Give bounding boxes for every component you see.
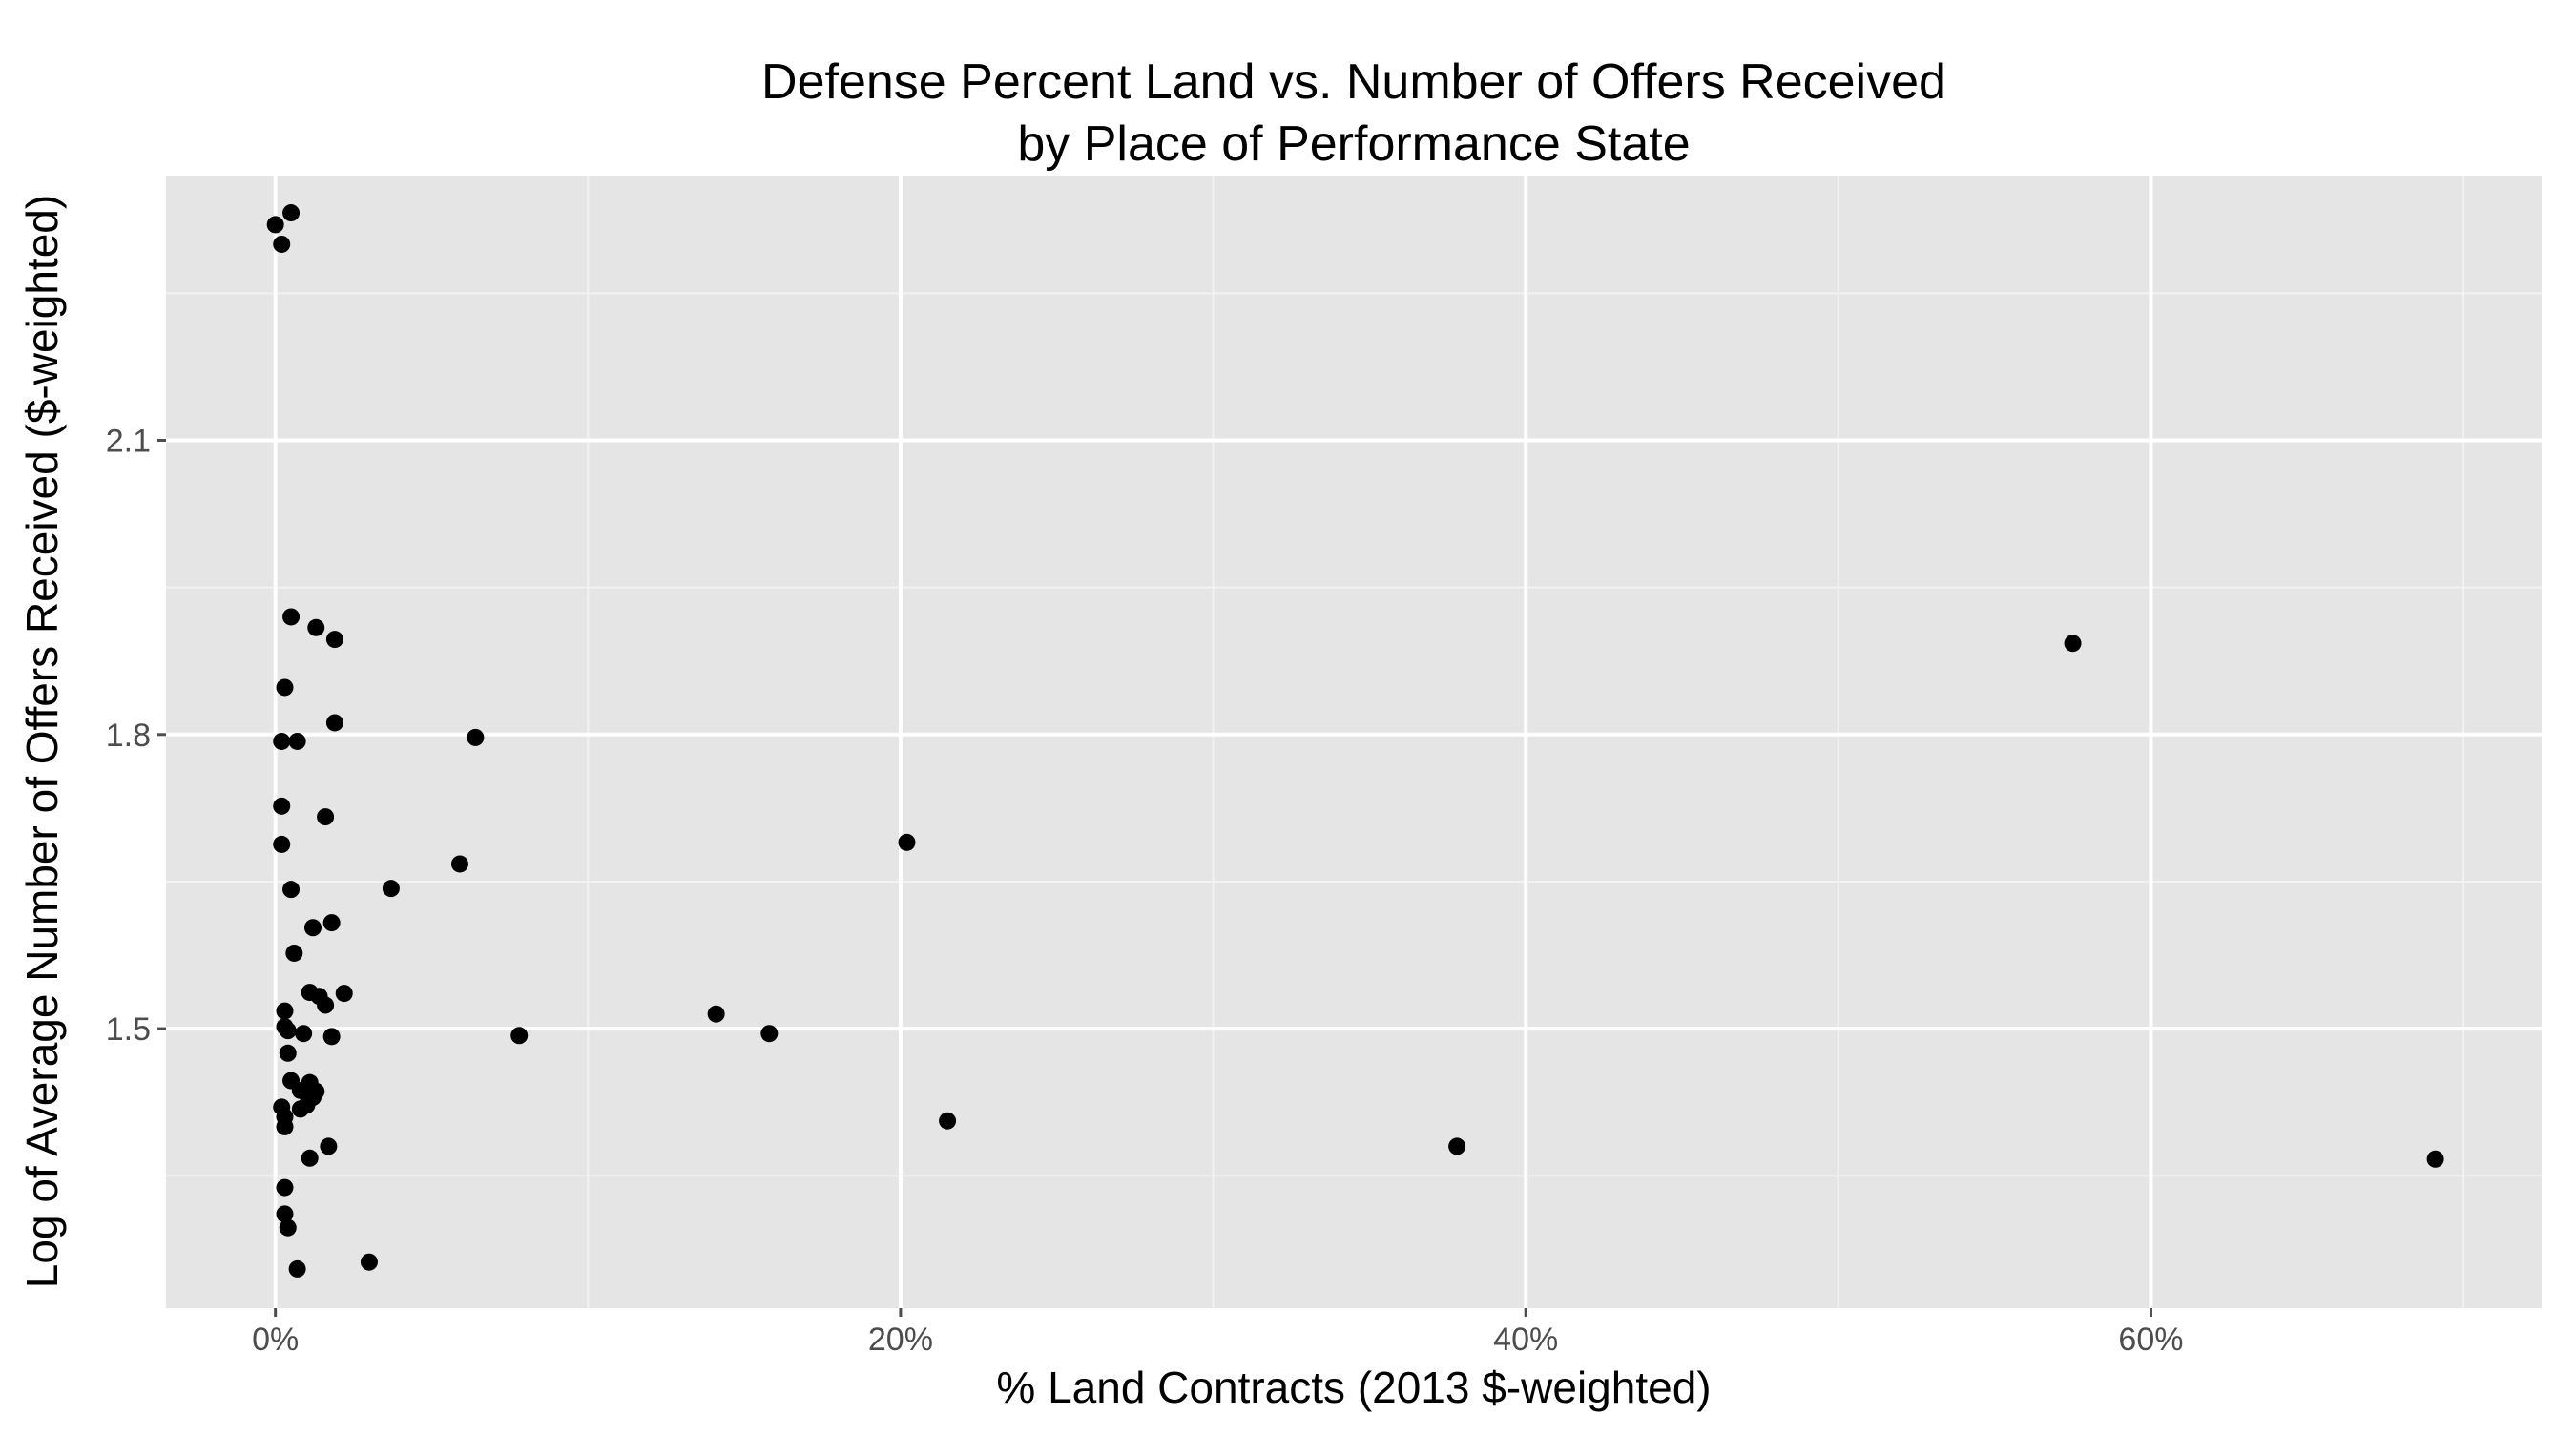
data-point [276, 1002, 294, 1020]
data-point [760, 1025, 779, 1043]
data-point [317, 808, 335, 826]
data-point [279, 1044, 297, 1062]
data-point [282, 608, 301, 626]
plot-panel [166, 176, 2542, 1308]
data-point [2426, 1150, 2444, 1168]
data-point [273, 732, 291, 750]
data-points [266, 204, 2444, 1278]
data-point [279, 1218, 297, 1237]
y-tick-label: 2.1 [106, 423, 151, 459]
data-point [317, 996, 335, 1014]
data-point [382, 880, 400, 898]
x-tick-label: 0% [252, 1322, 299, 1358]
data-point [285, 944, 303, 962]
data-point [2064, 635, 2082, 653]
data-point [303, 919, 322, 937]
data-point [301, 1149, 319, 1167]
data-point [320, 1137, 338, 1155]
data-point [282, 881, 301, 899]
data-point [510, 1027, 529, 1045]
data-point [325, 631, 343, 649]
data-point [273, 235, 291, 253]
x-axis-title: % Land Contracts (2013 $-weighted) [996, 1363, 1711, 1412]
data-point [276, 1117, 294, 1135]
data-point [322, 1028, 341, 1046]
data-point [288, 732, 306, 750]
data-point [273, 797, 291, 815]
axis-tick-labels: 0% 20% 40% 60% 1.5 1.8 2.1 [106, 423, 2184, 1358]
data-point [898, 833, 916, 851]
y-axis-title: Log of Average Number of Offers Received… [17, 195, 67, 1288]
data-point [276, 678, 294, 697]
x-tick-label: 40% [1493, 1322, 1558, 1358]
data-point [939, 1112, 957, 1130]
data-point [707, 1005, 725, 1023]
data-point [276, 1205, 294, 1223]
data-point [276, 1178, 294, 1197]
major-grid-lines [166, 176, 2542, 1308]
chart-title-line-2: by Place of Performance State [1017, 116, 1690, 172]
data-point [282, 204, 301, 222]
data-point [322, 914, 341, 932]
data-point [450, 855, 468, 873]
chart-title-line-1: Defense Percent Land vs. Number of Offer… [761, 54, 1946, 110]
data-point [325, 714, 343, 732]
data-point [335, 985, 353, 1003]
y-tick-label: 1.8 [106, 718, 151, 754]
data-point [467, 728, 485, 746]
data-point [279, 1022, 297, 1040]
data-point [266, 216, 284, 234]
minor-grid-lines [166, 176, 2542, 1308]
x-tick-label: 20% [868, 1322, 933, 1358]
y-tick-label: 1.5 [106, 1011, 151, 1048]
data-point [288, 1259, 306, 1278]
data-point [291, 1081, 309, 1099]
data-point [295, 1025, 313, 1043]
data-point [273, 835, 291, 853]
data-point [307, 618, 325, 636]
x-tick-label: 60% [2118, 1322, 2183, 1358]
data-point [291, 1100, 309, 1118]
data-point [360, 1253, 378, 1271]
data-point [1448, 1137, 1466, 1155]
axis-tick-marks [157, 438, 2152, 1317]
